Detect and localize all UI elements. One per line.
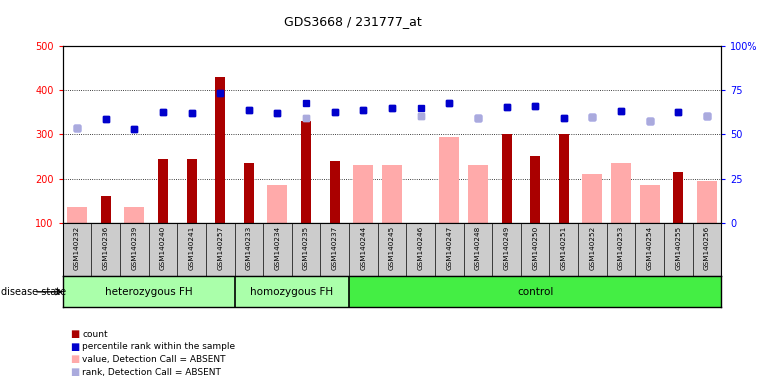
Text: GSM140256: GSM140256	[704, 225, 710, 270]
Text: GSM140255: GSM140255	[675, 225, 681, 270]
Bar	[330, 161, 339, 223]
Text: ■: ■	[71, 329, 80, 339]
Text: count: count	[82, 329, 108, 339]
Text: GDS3668 / 231777_at: GDS3668 / 231777_at	[284, 15, 422, 28]
Text: GSM140234: GSM140234	[274, 225, 281, 270]
Text: GSM140245: GSM140245	[389, 225, 395, 270]
Text: heterozygous FH: heterozygous FH	[105, 287, 192, 297]
Bar	[354, 165, 373, 223]
Bar	[611, 163, 631, 223]
Text: GSM140247: GSM140247	[446, 225, 452, 270]
Text: disease state: disease state	[1, 287, 66, 297]
Bar	[559, 134, 569, 223]
Text: GSM140241: GSM140241	[189, 225, 194, 270]
Text: GSM140251: GSM140251	[561, 225, 567, 270]
Text: ■: ■	[71, 367, 80, 377]
Bar	[673, 172, 684, 223]
Text: ■: ■	[71, 342, 80, 352]
Text: GSM140254: GSM140254	[647, 225, 653, 270]
Text: GSM140249: GSM140249	[503, 225, 510, 270]
Text: control: control	[517, 287, 554, 297]
Text: GSM140246: GSM140246	[418, 225, 423, 270]
Text: GSM140244: GSM140244	[361, 225, 366, 270]
Text: value, Detection Call = ABSENT: value, Detection Call = ABSENT	[82, 355, 226, 364]
Text: homozygous FH: homozygous FH	[250, 287, 333, 297]
Text: GSM140240: GSM140240	[160, 225, 166, 270]
Bar	[697, 181, 717, 223]
Text: GSM140233: GSM140233	[246, 225, 252, 270]
Bar	[502, 134, 511, 223]
Bar	[100, 196, 111, 223]
Bar	[187, 159, 197, 223]
Bar	[349, 276, 721, 307]
Text: GSM140257: GSM140257	[217, 225, 223, 270]
Bar	[158, 159, 168, 223]
Bar	[583, 174, 602, 223]
Bar	[234, 276, 349, 307]
Text: GSM140237: GSM140237	[332, 225, 338, 270]
Bar	[640, 185, 659, 223]
Bar	[468, 165, 488, 223]
Bar	[267, 185, 288, 223]
Text: percentile rank within the sample: percentile rank within the sample	[82, 342, 235, 351]
Text: GSM140250: GSM140250	[532, 225, 538, 270]
Text: GSM140236: GSM140236	[103, 225, 109, 270]
Text: ■: ■	[71, 354, 80, 364]
Bar	[125, 207, 144, 223]
Bar	[63, 276, 234, 307]
Text: GSM140248: GSM140248	[475, 225, 481, 270]
Bar	[215, 77, 225, 223]
Bar	[382, 165, 402, 223]
Text: GSM140239: GSM140239	[131, 225, 137, 270]
Text: GSM140235: GSM140235	[303, 225, 309, 270]
Bar	[67, 207, 87, 223]
Text: rank, Detection Call = ABSENT: rank, Detection Call = ABSENT	[82, 367, 221, 377]
Text: GSM140252: GSM140252	[590, 225, 595, 270]
Text: GSM140232: GSM140232	[74, 225, 80, 270]
Bar	[439, 137, 459, 223]
Text: GSM140253: GSM140253	[618, 225, 624, 270]
Bar	[301, 121, 311, 223]
Bar	[244, 163, 254, 223]
Bar	[530, 157, 540, 223]
